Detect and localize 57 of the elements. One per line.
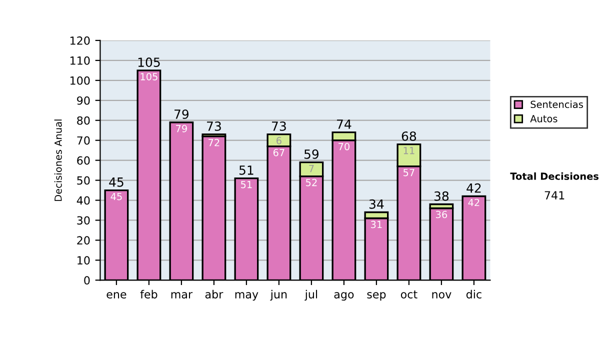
x-tick-label: oct [400,290,418,298]
total-label: 105 [138,58,160,67]
y-tick-label: 0 [84,276,90,285]
data-label: 31 [371,220,382,228]
y-tick-label: 80 [77,116,90,125]
y-tick-label: 70 [77,136,90,145]
x-tick-label: ago [334,292,354,301]
x-tick-label: may [235,292,258,301]
legend-label: Sentencias [530,100,583,108]
x-tick-label: sep [367,292,386,301]
total-label: 34 [369,199,384,209]
y-tick-label: 10 [78,256,90,265]
data-label: 79 [176,124,187,132]
total-label: 42 [466,183,481,193]
y-axis-title: Decisiones Anual [54,120,62,201]
data-label: 57 [404,169,414,176]
data-label: 52 [306,178,317,186]
data-label: 11 [404,147,414,154]
data-label: 67 [273,148,284,156]
data-label: 70 [338,142,350,150]
data-label: 45 [110,192,122,200]
y-tick-label: 120 [70,36,90,45]
y-tick-label: 90 [77,96,90,105]
x-tick-label: dic [466,290,482,298]
legend-label: Autos [530,115,558,122]
x-tick-label: feb [140,290,158,298]
data-label: 36 [436,210,448,218]
text: Total Decisiones [510,172,598,180]
y-tick-label: 50 [77,176,90,185]
total-label: 73 [272,121,286,131]
data-label: 42 [468,198,480,206]
total-label: 73 [207,121,221,131]
data-label: 72 [208,138,220,146]
data-label: 105 [140,72,158,80]
total-label: 38 [434,191,449,201]
total-label: 45 [109,178,124,187]
x-tick-label: nov [432,292,452,298]
y-tick-label: 60 [77,156,90,165]
data-label: 51 [241,180,252,188]
x-tick-label: jun [270,290,287,301]
x-tick-label: ene [106,292,126,298]
x-tick-label: mar [171,292,193,298]
text: 741 [544,191,564,200]
total-label: 59 [304,149,319,159]
x-tick-label: jul [304,290,318,301]
x-tick-label: abr [205,290,224,298]
total-label: 51 [239,166,254,175]
y-tick-label: 110 [70,56,90,65]
y-tick-label: 40 [76,196,90,205]
y-tick-label: 20 [77,236,90,245]
total-label: 79 [174,109,189,119]
y-tick-label: 30 [77,216,90,225]
y-tick-label: 100 [70,76,90,85]
data-label: 7 [309,165,314,172]
total-label: 74 [337,120,352,129]
total-label: 68 [402,131,416,141]
data-label: 6 [276,136,282,144]
